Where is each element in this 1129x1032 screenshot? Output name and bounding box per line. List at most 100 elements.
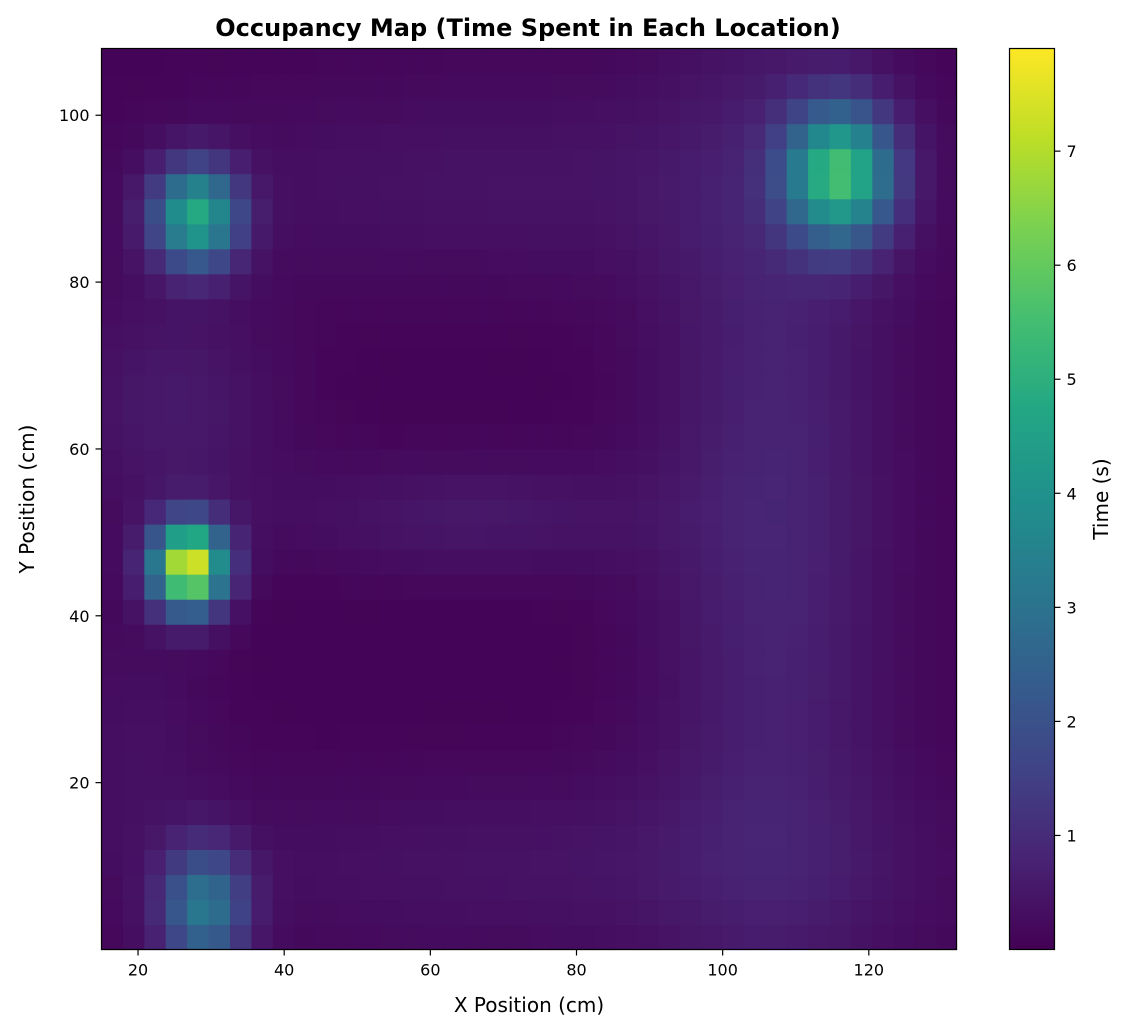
heatmap-cell (872, 73, 895, 100)
heatmap-cell (679, 48, 702, 75)
heatmap-cell (165, 849, 188, 876)
heatmap-cell (444, 674, 467, 700)
heatmap-cell (294, 499, 317, 525)
heatmap-cell (422, 323, 445, 350)
heatmap-cell (636, 348, 659, 375)
heatmap-cell (722, 874, 745, 901)
heatmap-cell (915, 348, 938, 375)
heatmap-cell (358, 198, 381, 225)
colorbar-ticks: 1 2 3 4 5 6 7 (1054, 142, 1077, 845)
heatmap-cell (315, 724, 338, 750)
heatmap-cell (829, 549, 852, 575)
heatmap-cell (615, 223, 638, 250)
heatmap-cell (272, 524, 295, 550)
heatmap-cell (572, 148, 595, 175)
heatmap-cell (444, 699, 467, 725)
heatmap-cell (486, 373, 509, 400)
heatmap-cell (379, 574, 402, 600)
heatmap-cell (936, 98, 958, 125)
heatmap-cell (872, 799, 895, 825)
heatmap-cell (144, 674, 167, 700)
heatmap-cell (401, 799, 424, 825)
heatmap-cell (379, 448, 402, 475)
heatmap-cell (701, 724, 724, 750)
heatmap-cell (422, 348, 445, 375)
heatmap-cell (615, 574, 638, 600)
heatmap-cell (658, 173, 681, 200)
heatmap-cell (786, 799, 809, 825)
heatmap-cell (615, 323, 638, 350)
heatmap-cell (401, 824, 424, 850)
heatmap-cell (658, 298, 681, 325)
heatmap-cell (187, 473, 210, 500)
heatmap-cell (658, 348, 681, 375)
heatmap-cell (572, 423, 595, 450)
heatmap-cell (636, 273, 659, 300)
heatmap-cell (315, 524, 338, 550)
heatmap-cell (551, 674, 574, 700)
heatmap-cell (529, 499, 552, 525)
heatmap-cell (294, 874, 317, 901)
heatmap-cell (551, 273, 574, 300)
heatmap-cell (379, 874, 402, 901)
heatmap-cell (486, 348, 509, 375)
heatmap-cell (251, 398, 274, 425)
heatmap-cell (765, 499, 788, 525)
heatmap-cell (722, 123, 745, 150)
heatmap-cell (636, 724, 659, 750)
heatmap-cell (915, 674, 938, 700)
heatmap-cell (165, 323, 188, 350)
heatmap-cell (615, 248, 638, 275)
heatmap-cell (165, 874, 188, 901)
heatmap-cell (529, 273, 552, 300)
heatmap-cell (551, 373, 574, 400)
heatmap-cell (829, 899, 852, 926)
heatmap-cell (379, 398, 402, 425)
heatmap-cell (508, 799, 531, 825)
heatmap-cell (315, 649, 338, 675)
heatmap-cell (743, 624, 766, 650)
heatmap-cell (465, 624, 488, 650)
heatmap-cell (187, 423, 210, 450)
heatmap-cell (337, 48, 360, 75)
heatmap-cell (251, 298, 274, 325)
heatmap-cell (229, 423, 252, 450)
heatmap-cell (337, 98, 360, 125)
heatmap-cell (722, 398, 745, 425)
heatmap-cell (251, 223, 274, 250)
heatmap-cell (572, 198, 595, 225)
heatmap-cell (829, 473, 852, 500)
heatmap-cell (165, 499, 188, 525)
heatmap-cell (808, 273, 831, 300)
heatmap-cell (615, 824, 638, 850)
heatmap-cell (636, 849, 659, 876)
heatmap-cell (743, 749, 766, 775)
heatmap-cell (551, 824, 574, 850)
heatmap-cell (208, 398, 231, 425)
heatmap-cell (808, 98, 831, 125)
heatmap-cell (593, 98, 616, 125)
heatmap-cell (786, 749, 809, 775)
heatmap-cell (165, 599, 188, 625)
heatmap-cell (358, 173, 381, 200)
heatmap-cell (615, 123, 638, 150)
heatmap-cell (122, 824, 145, 850)
heatmap-cell (401, 273, 424, 300)
heatmap-cell (144, 774, 167, 800)
heatmap-cell (679, 749, 702, 775)
heatmap-cell (272, 98, 295, 125)
heatmap-cell (229, 173, 252, 200)
heatmap-cell (701, 323, 724, 350)
heatmap-cell (337, 624, 360, 650)
heatmap-cell (872, 423, 895, 450)
heatmap-cell (101, 774, 124, 800)
heatmap-cell (936, 198, 958, 225)
heatmap-cell (636, 48, 659, 75)
heatmap-cell (786, 549, 809, 575)
heatmap-cell (444, 574, 467, 600)
heatmap-cell (444, 549, 467, 575)
heatmap-cell (294, 824, 317, 850)
heatmap-cell (551, 448, 574, 475)
heatmap-cell (165, 799, 188, 825)
heatmap-cell (893, 674, 916, 700)
